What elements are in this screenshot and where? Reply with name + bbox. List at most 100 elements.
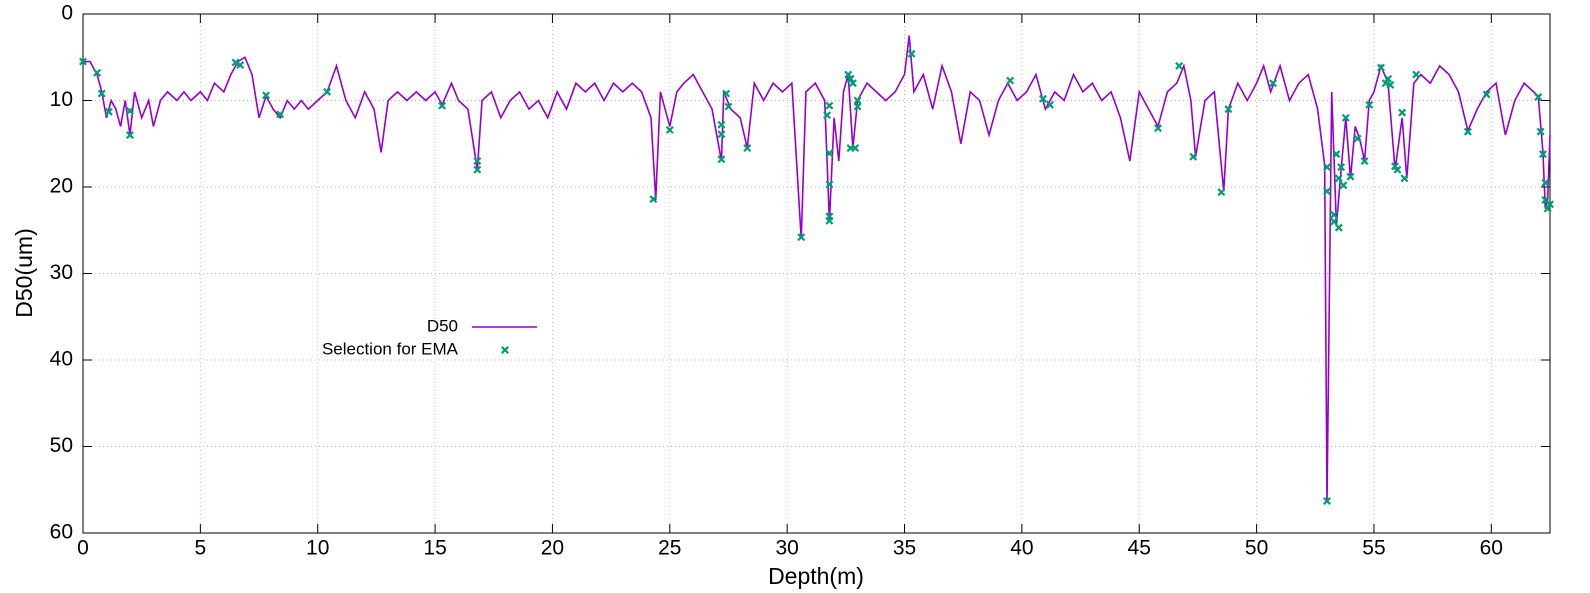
data-point xyxy=(1334,223,1343,232)
data-point xyxy=(853,96,862,105)
data-point xyxy=(1330,210,1339,219)
x-tick-label: 60 xyxy=(1480,537,1503,560)
data-point xyxy=(473,165,482,174)
y-axis-title: D50(um) xyxy=(11,228,37,317)
data-point xyxy=(1541,178,1550,187)
data-point xyxy=(724,102,733,111)
x-tick-label: 55 xyxy=(1362,537,1385,560)
data-line xyxy=(83,35,1551,503)
data-point xyxy=(1482,90,1491,99)
legend-label: D50 xyxy=(427,316,458,335)
data-point xyxy=(1546,200,1554,209)
data-point xyxy=(1398,108,1407,117)
data-point xyxy=(1377,63,1385,72)
x-tick-label: 45 xyxy=(1128,537,1151,560)
data-point xyxy=(1536,127,1545,136)
data-point xyxy=(438,101,447,110)
data-point xyxy=(717,130,726,139)
data-point xyxy=(323,87,332,96)
data-point xyxy=(1217,188,1226,197)
x-axis-title: Depth(m) xyxy=(768,563,864,589)
data-point xyxy=(1269,79,1278,88)
data-point xyxy=(125,106,134,115)
x-tick-label: 30 xyxy=(775,537,798,560)
x-tick-label: 35 xyxy=(893,537,916,560)
x-tick-label: 20 xyxy=(541,537,564,560)
data-point xyxy=(1412,70,1421,79)
data-point xyxy=(846,74,855,83)
legend-swatch xyxy=(501,346,509,354)
legend-label: Selection for EMA xyxy=(322,339,459,358)
data-point xyxy=(1538,150,1547,159)
data-point xyxy=(717,120,726,129)
data-point xyxy=(1189,152,1198,161)
y-tick-label: 0 xyxy=(61,2,73,25)
y-tick-label: 30 xyxy=(50,261,73,284)
data-point xyxy=(1323,497,1331,505)
y-tick-label: 50 xyxy=(50,434,73,457)
x-tick-label: 25 xyxy=(658,537,681,560)
data-point xyxy=(1339,181,1348,190)
data-point xyxy=(1046,100,1055,109)
x-tick-label: 0 xyxy=(77,537,89,560)
data-point xyxy=(1393,165,1402,174)
data-point xyxy=(473,157,482,166)
data-point xyxy=(1154,124,1162,133)
data-point xyxy=(1224,105,1233,114)
data-point xyxy=(276,110,285,119)
data-point xyxy=(1400,174,1409,183)
data-point xyxy=(125,131,134,140)
data-point xyxy=(851,144,860,153)
x-tick-label: 5 xyxy=(195,537,207,560)
data-point xyxy=(1337,163,1346,172)
y-tick-label: 40 xyxy=(50,348,73,371)
data-point xyxy=(907,49,916,58)
y-tick-label: 20 xyxy=(50,175,73,198)
data-point xyxy=(262,91,271,100)
data-point xyxy=(1534,93,1543,102)
x-tick-label: 50 xyxy=(1245,537,1268,560)
data-point xyxy=(649,195,658,204)
data-point xyxy=(1341,113,1350,122)
data-point xyxy=(1330,217,1339,226)
data-point xyxy=(1323,187,1331,196)
data-point xyxy=(104,107,113,116)
data-point xyxy=(1332,150,1341,159)
data-point xyxy=(1334,174,1343,183)
y-tick-label: 10 xyxy=(50,88,73,111)
data-point xyxy=(825,180,834,189)
data-point xyxy=(797,233,806,242)
data-point xyxy=(743,144,752,153)
data-point xyxy=(665,125,674,134)
data-point xyxy=(1175,61,1184,70)
data-point xyxy=(1353,134,1362,143)
data-point xyxy=(1346,172,1355,181)
x-tick-label: 15 xyxy=(423,537,446,560)
data-point xyxy=(1463,127,1472,136)
x-tick-label: 40 xyxy=(1010,537,1033,560)
data-point xyxy=(823,111,832,120)
data-point xyxy=(93,68,102,77)
data-point xyxy=(853,102,862,111)
data-point xyxy=(848,79,857,88)
x-tick-label: 10 xyxy=(306,537,329,560)
data-point xyxy=(79,57,87,66)
data-point xyxy=(825,149,834,158)
data-point xyxy=(97,89,106,98)
data-point xyxy=(236,61,245,70)
data-point xyxy=(1381,79,1390,88)
data-point xyxy=(1323,163,1331,172)
data-point xyxy=(1543,204,1552,213)
data-point xyxy=(231,58,240,67)
data-point xyxy=(1384,74,1393,83)
data-point xyxy=(1006,76,1015,85)
data-point xyxy=(1386,80,1395,89)
data-point xyxy=(825,101,834,110)
data-point xyxy=(717,155,726,164)
data-point xyxy=(825,216,834,225)
data-point xyxy=(844,70,853,79)
plot-frame xyxy=(82,13,1551,534)
data-point xyxy=(1360,157,1369,166)
y-tick-label: 60 xyxy=(50,521,73,544)
